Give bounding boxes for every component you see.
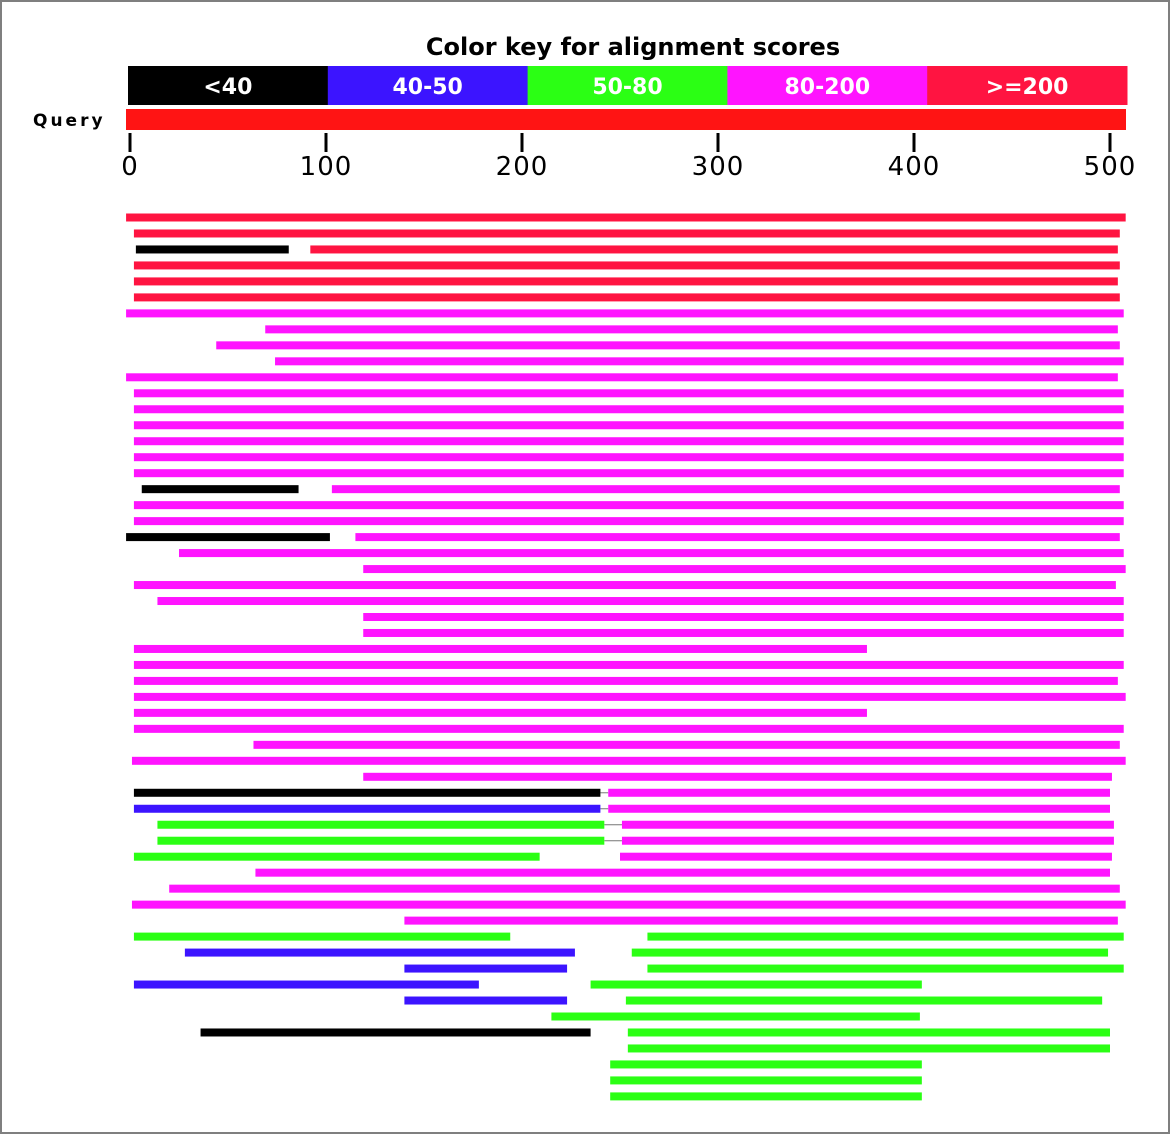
query-axis: 0 100 200 300 400 500 xyxy=(121,133,1137,182)
hit-46-segment-1[interactable] xyxy=(631,948,1109,957)
key-swatch-4 xyxy=(927,66,1128,105)
color-key-title: Color key for alignment scores xyxy=(426,33,840,61)
key-swatch-1 xyxy=(327,66,529,105)
axis-tick-label-1: 100 xyxy=(300,152,353,182)
hit-39-segment-0[interactable] xyxy=(157,836,605,845)
axis-tick-label-5: 500 xyxy=(1084,152,1137,182)
hit-54-segment-0[interactable] xyxy=(610,1076,922,1085)
hit-37-segment-1[interactable] xyxy=(608,804,1110,813)
key-label-4: >=200 xyxy=(986,75,1069,100)
hit-42-segment-0[interactable] xyxy=(169,884,1120,893)
hit-16-segment-0[interactable] xyxy=(133,469,1124,478)
hit-6-segment-0[interactable] xyxy=(126,309,1124,318)
hit-4-segment-0[interactable] xyxy=(133,277,1118,286)
hit-1-segment-0[interactable] xyxy=(133,229,1120,238)
hit-25-segment-0[interactable] xyxy=(363,613,1124,621)
color-key: <40 40-50 50-80 80-200 >=200 xyxy=(128,66,1128,105)
hit-14-segment-0[interactable] xyxy=(133,437,1124,446)
hit-3-segment-0[interactable] xyxy=(133,261,1120,270)
hit-46-segment-0[interactable] xyxy=(184,948,575,957)
hit-22-segment-0[interactable] xyxy=(363,565,1126,574)
hit-7-segment-0[interactable] xyxy=(265,325,1118,334)
hit-9-segment-0[interactable] xyxy=(275,357,1124,366)
hit-49-segment-1[interactable] xyxy=(625,996,1103,1005)
hit-17-segment-0[interactable] xyxy=(141,485,299,494)
hit-24-segment-0[interactable] xyxy=(157,597,1124,606)
hit-2-segment-1[interactable] xyxy=(310,245,1118,254)
key-label-2: 50-80 xyxy=(592,75,662,100)
hit-47-segment-1[interactable] xyxy=(647,964,1124,973)
hit-10-segment-0[interactable] xyxy=(126,373,1118,382)
hit-52-segment-0[interactable] xyxy=(627,1044,1110,1053)
key-label-1: 40-50 xyxy=(393,75,463,100)
axis-tick-label-4: 400 xyxy=(888,152,941,182)
hit-34-segment-0[interactable] xyxy=(131,756,1126,765)
key-swatch-0 xyxy=(128,66,329,105)
query-bar xyxy=(126,109,1126,130)
hit-37-segment-0[interactable] xyxy=(133,804,601,813)
hit-45-segment-0[interactable] xyxy=(133,932,511,941)
hit-51-segment-1[interactable] xyxy=(627,1028,1110,1037)
hit-15-segment-0[interactable] xyxy=(133,453,1124,462)
hit-5-segment-0[interactable] xyxy=(133,293,1120,302)
hit-18-segment-0[interactable] xyxy=(133,501,1124,510)
hit-21-segment-0[interactable] xyxy=(179,549,1124,558)
hit-32-segment-0[interactable] xyxy=(133,724,1124,733)
hit-20-segment-0[interactable] xyxy=(126,533,330,542)
hit-19-segment-0[interactable] xyxy=(133,517,1124,526)
key-label-0: <40 xyxy=(203,75,252,100)
hit-20-segment-1[interactable] xyxy=(355,533,1120,542)
hit-48-segment-0[interactable] xyxy=(133,980,479,989)
hit-51-segment-0[interactable] xyxy=(200,1028,591,1037)
key-label-3: 80-200 xyxy=(784,75,870,100)
hit-47-segment-0[interactable] xyxy=(404,964,568,973)
hit-49-segment-0[interactable] xyxy=(404,996,568,1005)
hit-38-segment-0[interactable] xyxy=(157,820,605,829)
hit-11-segment-0[interactable] xyxy=(133,389,1124,398)
hit-28-segment-0[interactable] xyxy=(133,660,1124,669)
hit-8-segment-0[interactable] xyxy=(216,341,1120,350)
hit-44-segment-0[interactable] xyxy=(404,916,1118,925)
hit-41-segment-0[interactable] xyxy=(255,868,1110,877)
axis-tick-label-3: 300 xyxy=(692,152,745,182)
hit-43-segment-0[interactable] xyxy=(131,900,1126,909)
hit-30-segment-0[interactable] xyxy=(133,692,1126,701)
key-swatch-2 xyxy=(527,66,728,105)
hit-29-segment-0[interactable] xyxy=(133,676,1118,685)
hit-35-segment-0[interactable] xyxy=(363,772,1112,781)
hit-40-segment-0[interactable] xyxy=(133,852,540,861)
hit-55-segment-0[interactable] xyxy=(610,1092,922,1101)
hit-50-segment-0[interactable] xyxy=(551,1012,920,1021)
hit-36-segment-1[interactable] xyxy=(608,788,1110,797)
hit-0-segment-0[interactable] xyxy=(126,213,1126,222)
hit-23-segment-0[interactable] xyxy=(133,581,1116,590)
hit-33-segment-0[interactable] xyxy=(253,740,1120,749)
hit-2-segment-0[interactable] xyxy=(135,245,289,254)
hit-40-segment-1[interactable] xyxy=(620,852,1112,861)
hit-53-segment-0[interactable] xyxy=(610,1060,922,1069)
hit-13-segment-0[interactable] xyxy=(133,421,1124,430)
hit-45-segment-1[interactable] xyxy=(647,932,1124,941)
hit-48-segment-1[interactable] xyxy=(590,980,922,989)
hit-38-segment-1[interactable] xyxy=(621,820,1114,829)
hit-27-segment-0[interactable] xyxy=(133,644,867,653)
hit-12-segment-0[interactable] xyxy=(133,405,1124,414)
alignment-hits xyxy=(126,213,1126,1101)
query-label: Query xyxy=(33,111,106,131)
hit-17-segment-1[interactable] xyxy=(331,485,1120,494)
hit-26-segment-0[interactable] xyxy=(363,628,1124,637)
key-swatch-3 xyxy=(727,66,928,105)
hit-39-segment-1[interactable] xyxy=(621,836,1114,845)
axis-tick-label-2: 200 xyxy=(496,152,549,182)
hit-31-segment-0[interactable] xyxy=(133,708,867,717)
hit-36-segment-0[interactable] xyxy=(133,788,601,797)
axis-tick-label-0: 0 xyxy=(121,152,139,182)
